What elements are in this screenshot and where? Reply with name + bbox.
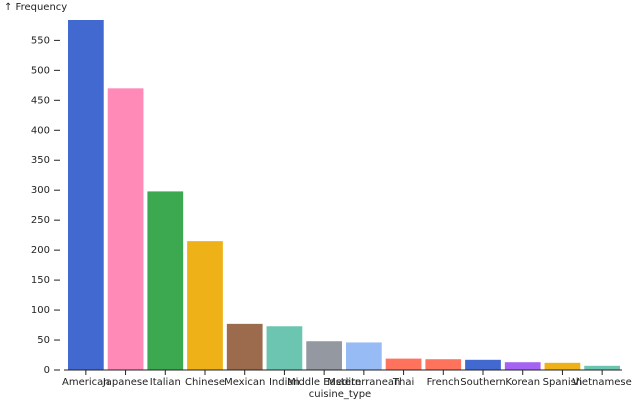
x-tick-label: Chinese [185, 377, 225, 388]
bar [306, 341, 343, 370]
bar [266, 326, 303, 370]
x-tick-label: Thai [392, 377, 414, 388]
y-tick-label: 250 [31, 215, 50, 226]
bar [345, 342, 382, 370]
y-tick-label: 500 [31, 65, 50, 76]
y-tick-label: 300 [31, 185, 50, 196]
x-tick-label: Mediterranean [327, 377, 400, 388]
x-tick-label: American [62, 377, 110, 388]
x-tick-label: Middle Eastern [287, 377, 361, 388]
x-tick-label: Mexican [224, 377, 265, 388]
y-tick-label: 450 [31, 95, 50, 106]
bar [584, 365, 621, 370]
y-axis-label: ↑ Frequency [4, 2, 67, 13]
y-tick-label: 50 [37, 335, 50, 346]
x-tick-label: Korean [505, 377, 540, 388]
bar [385, 358, 422, 370]
bar [67, 20, 104, 370]
bar [107, 88, 144, 371]
y-tick-label: 0 [44, 365, 50, 376]
y-tick-label: 150 [31, 275, 50, 286]
y-tick-label: 100 [31, 305, 50, 316]
x-axis-label: cuisine_type [309, 389, 371, 400]
bar [544, 362, 581, 370]
x-tick-label: Indian [269, 377, 300, 388]
y-tick-label: 350 [31, 155, 50, 166]
x-tick-label: Japanese [102, 377, 148, 388]
y-tick-label: 200 [31, 245, 50, 256]
y-tick-label: 550 [31, 35, 50, 46]
bar [187, 241, 223, 370]
bar [425, 359, 462, 370]
bar [226, 323, 263, 370]
y-tick-label: 400 [31, 125, 50, 136]
x-tick-label: Southern [460, 377, 506, 388]
bar [465, 359, 501, 370]
x-tick-label: Vietnamese [573, 377, 632, 388]
bar [504, 362, 541, 370]
x-tick-label: Spanish [543, 377, 583, 388]
bar [147, 191, 184, 370]
x-tick-label: French [427, 377, 460, 388]
x-tick-label: Italian [150, 377, 181, 388]
